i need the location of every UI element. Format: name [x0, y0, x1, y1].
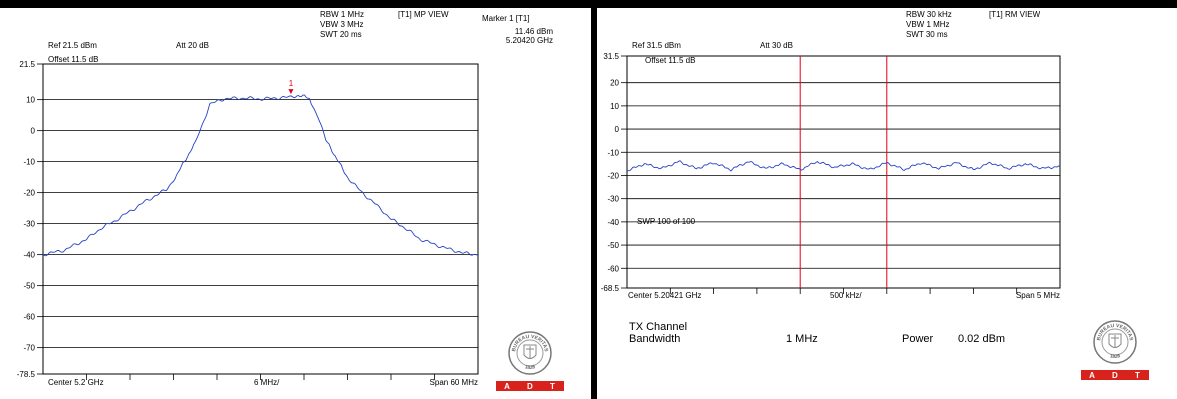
vbw-label: VBW 3 MHz: [320, 20, 364, 29]
power-label: Power: [902, 333, 934, 345]
y-tick-label: -20: [23, 189, 35, 198]
bureau-veritas-seal-icon: BUREAU VERITAS 1828: [508, 331, 552, 375]
center-frequency-label: Center 5.20421 GHz: [628, 291, 702, 300]
adt-letter-t: T: [549, 381, 556, 391]
bandwidth-value: 1 MHz: [786, 333, 818, 345]
marker-level: 11.46 dBm: [514, 27, 553, 36]
span-label: Span 5 MHz: [1015, 291, 1060, 300]
y-tick-label: -40: [23, 251, 35, 260]
ref-level-label: Ref 21.5 dBm: [48, 41, 97, 50]
y-tick-label: -10: [607, 148, 619, 157]
marker-title: Marker 1 [T1]: [482, 14, 530, 23]
power-value: 0.02 dBm: [958, 333, 1006, 345]
left-spectrum-panel: 21.5 10 0 -10 -20 -30 -40 -50 -60 -70 -78.5 1 RBW 1…: [0, 8, 591, 399]
y-tick-label: 10: [26, 96, 35, 105]
y-tick-label: -10: [23, 158, 35, 167]
right-spectrum-plot: 31.5 20 10 0 -10 -20 -30 -40 -50 -60 -68.5: [601, 52, 1061, 294]
view-mode-label: [T1] RM VIEW: [989, 10, 1041, 19]
marker-number: 1: [289, 79, 294, 88]
seal-year-text: 1828: [1109, 353, 1121, 360]
adt-banner: A D T: [1081, 370, 1149, 380]
y-tick-label: -50: [607, 241, 619, 250]
y-tick-label: 0: [31, 127, 36, 136]
division-label: 500 kHz/: [830, 291, 862, 300]
span-label: Span 60 MHz: [429, 378, 478, 387]
attenuation-label: Att 30 dB: [760, 41, 793, 50]
right-spectrum-panel: 31.5 20 10 0 -10 -20 -30 -40 -50 -60 -68.5 RBW 30 …: [597, 8, 1177, 399]
y-tick-label: 20: [610, 79, 619, 88]
y-tick-label: -78.5: [17, 370, 36, 379]
adt-letter-d: D: [1112, 370, 1119, 380]
y-tick-label: -30: [23, 220, 35, 229]
adt-letter-d: D: [527, 381, 534, 391]
y-tick-label: -40: [607, 218, 619, 227]
ref-level-label: Ref 31.5 dBm: [632, 41, 681, 50]
y-tick-label: 10: [610, 102, 619, 111]
bureau-veritas-seal-icon: BUREAU VERITAS 1828: [1093, 320, 1137, 364]
marker-triangle: [288, 89, 294, 95]
center-frequency-label: Center 5.2 GHz: [48, 378, 104, 387]
seal-year-text: 1828: [524, 364, 536, 371]
bandwidth-label: Bandwidth: [629, 333, 681, 345]
marker-frequency: 5.20420 GHz: [505, 36, 553, 45]
y-tick-label: 0: [615, 125, 620, 134]
left-spectrum-plot: 21.5 10 0 -10 -20 -30 -40 -50 -60 -70 -78.5 1: [17, 60, 479, 380]
adt-letter-t: T: [1134, 370, 1141, 380]
y-tick-label: -30: [607, 195, 619, 204]
y-tick-label: -60: [23, 313, 35, 322]
sweep-count-label: SWP 100 of 100: [637, 217, 696, 226]
y-tick-label: -20: [607, 171, 619, 180]
adt-banner: A D T: [496, 381, 564, 391]
division-label: 6 MHz/: [254, 378, 280, 387]
adt-letter-a: A: [504, 381, 511, 391]
svg-text:1828: 1828: [524, 364, 536, 371]
tx-channel-title: TX Channel: [629, 321, 688, 333]
plot-frame: [42, 63, 479, 375]
y-tick-label: -68.5: [601, 284, 620, 293]
vbw-label: VBW 1 MHz: [906, 20, 950, 29]
spectrum-trace: [42, 94, 479, 257]
view-mode-label: [T1] MP VIEW: [398, 10, 449, 19]
rbw-label: RBW 1 MHz: [320, 10, 364, 19]
swt-label: SWT 30 ms: [906, 30, 948, 39]
y-tick-label: 31.5: [603, 52, 619, 61]
plot-frame: [626, 55, 1061, 289]
y-tick-label: -60: [607, 264, 619, 273]
attenuation-label: Att 20 dB: [176, 41, 209, 50]
offset-label: Offset 11.5 dB: [645, 56, 696, 65]
offset-label: Offset 11.5 dB: [48, 55, 99, 64]
y-tick-label: -50: [23, 282, 35, 291]
rbw-label: RBW 30 kHz: [906, 10, 952, 19]
spectrum-trace: [626, 160, 1061, 172]
y-tick-label: -70: [23, 344, 35, 353]
y-tick-label: 21.5: [19, 60, 35, 69]
svg-text:1828: 1828: [1109, 353, 1121, 360]
swt-label: SWT 20 ms: [320, 30, 362, 39]
adt-letter-a: A: [1089, 370, 1096, 380]
